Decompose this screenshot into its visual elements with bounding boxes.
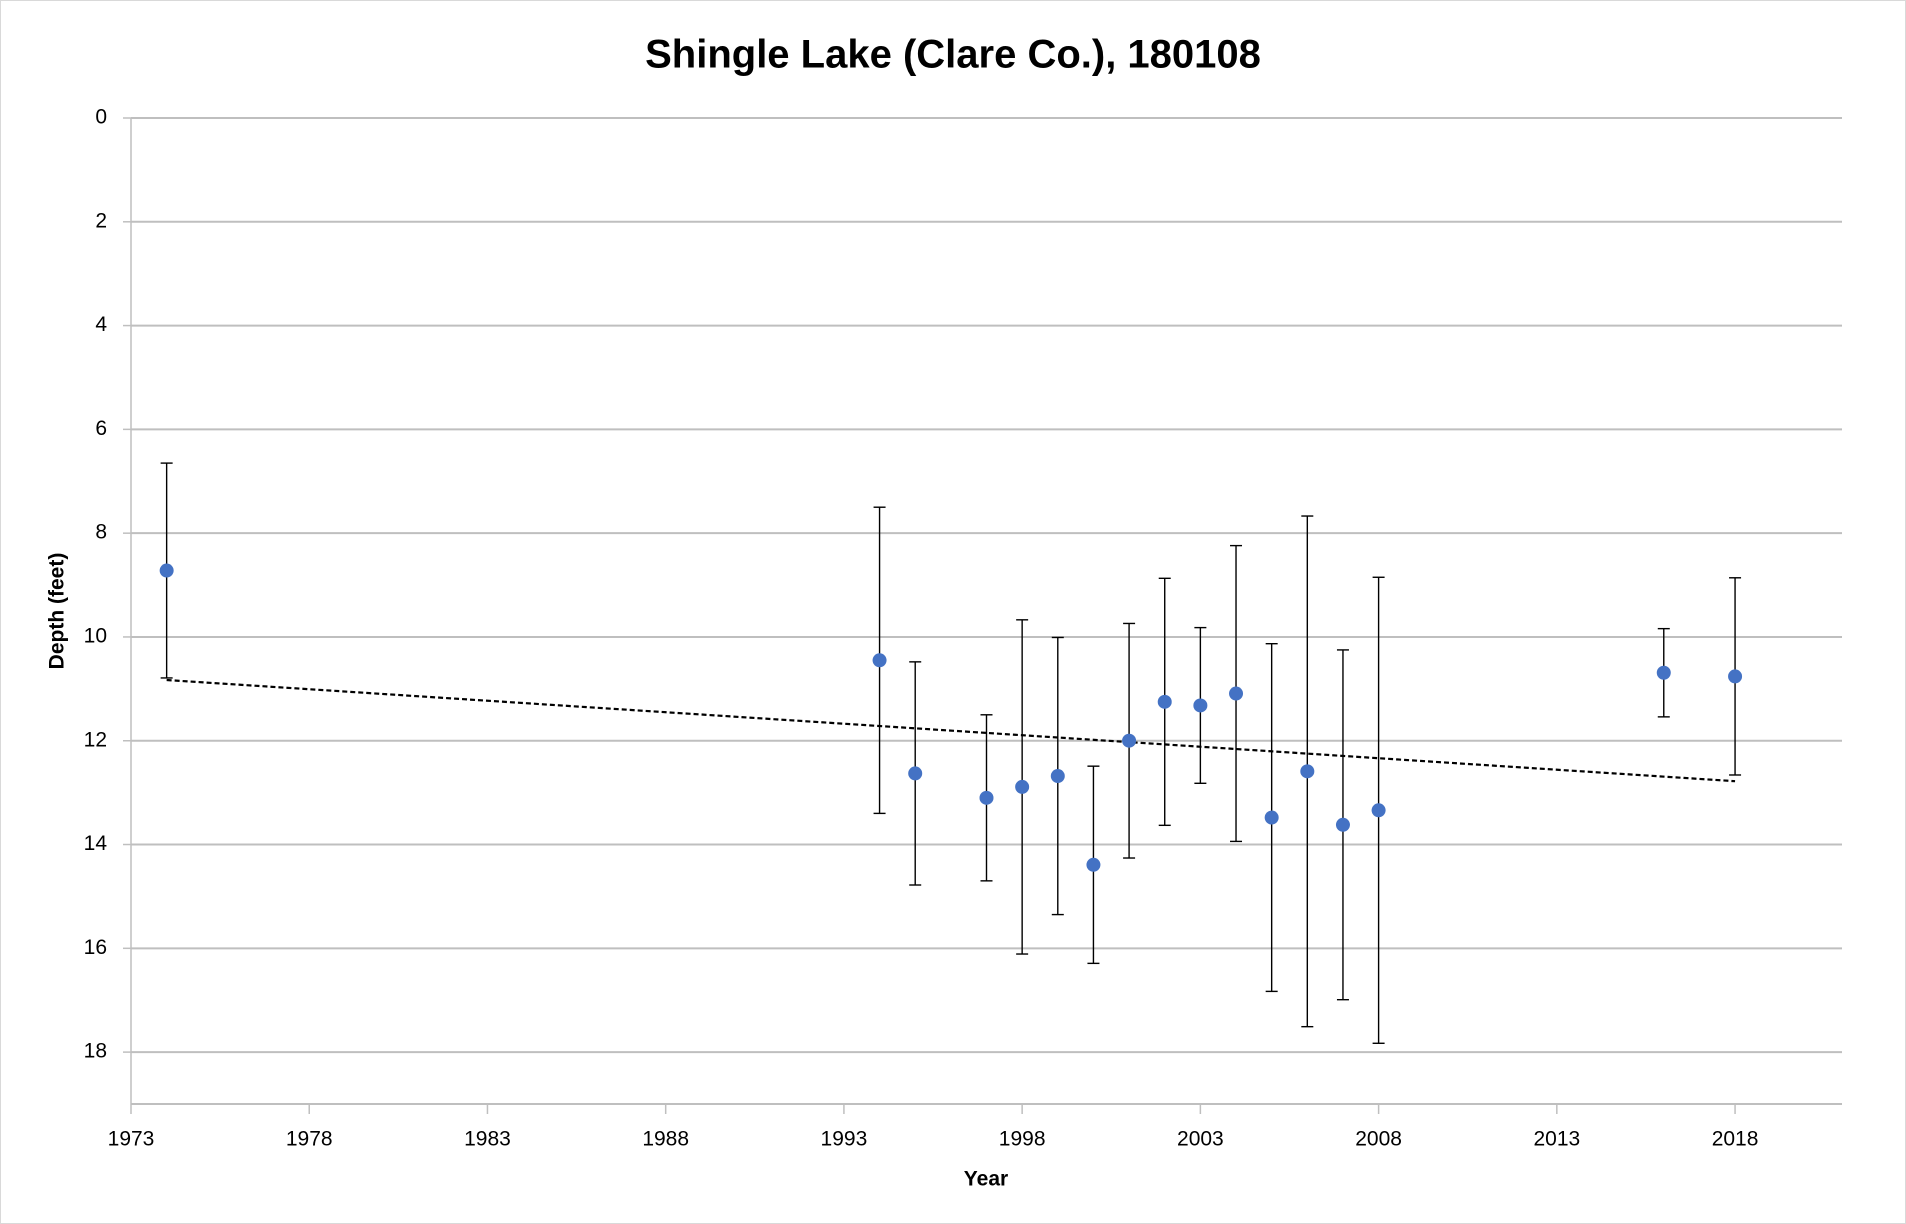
x-tick-label: 1998: [999, 1128, 1046, 1151]
y-tick-label: 18: [84, 1040, 107, 1063]
x-tick-label: 2003: [1177, 1128, 1224, 1151]
point: [1656, 665, 1671, 680]
x-tick-label: 2013: [1533, 1128, 1580, 1151]
y-tick-label: 10: [84, 624, 107, 647]
point: [1229, 686, 1244, 701]
x-axis-label: Year: [964, 1168, 1008, 1191]
x-tick-label: 2008: [1355, 1128, 1402, 1151]
point: [1300, 764, 1315, 779]
x-tick-label: 1983: [464, 1128, 511, 1151]
x-tick-label: 1993: [821, 1128, 868, 1151]
point: [1050, 769, 1065, 784]
x-tick-label: 1973: [108, 1128, 155, 1151]
x-tick-label: 1978: [286, 1128, 333, 1151]
y-tick-label: 8: [95, 521, 107, 544]
point: [1122, 733, 1137, 748]
x-tick-label: 1988: [642, 1128, 689, 1151]
point: [1264, 810, 1279, 825]
point: [979, 790, 994, 805]
trendline: [166, 678, 1736, 783]
point: [1371, 803, 1386, 818]
y-tick-label: 16: [84, 936, 107, 959]
chart-title: Shingle Lake (Clare Co.), 180108: [645, 33, 1261, 77]
y-tick-label: 0: [95, 106, 107, 129]
y-tick-label: 4: [95, 313, 107, 336]
point: [1335, 817, 1350, 832]
point: [908, 766, 923, 781]
y-tick-label: 6: [95, 417, 107, 440]
y-tick-label: 14: [84, 832, 108, 855]
point: [159, 563, 174, 578]
point: [1728, 669, 1743, 684]
point: [1086, 857, 1101, 872]
point: [1015, 779, 1030, 794]
x-tick-label: 2018: [1712, 1128, 1759, 1151]
point: [872, 653, 887, 668]
y-tick-label: 2: [95, 209, 107, 232]
point: [1193, 698, 1208, 713]
y-tick-label: 12: [84, 728, 107, 751]
point: [1157, 694, 1172, 709]
y-axis-label: Depth (feet): [46, 553, 69, 670]
